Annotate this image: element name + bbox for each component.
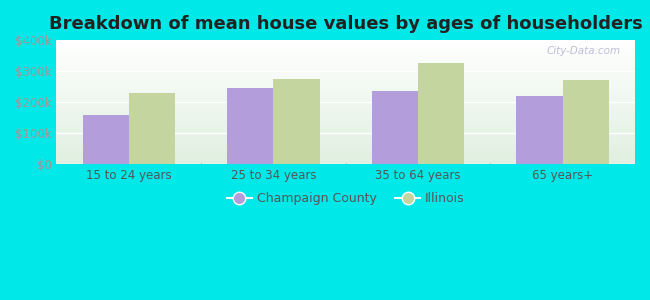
Bar [274, 79, 320, 164]
Bar [129, 93, 175, 164]
Bar [516, 96, 563, 164]
Bar [418, 63, 464, 164]
Bar [372, 91, 418, 164]
Legend: Champaign County, Illinois: Champaign County, Illinois [222, 187, 470, 210]
Title: Breakdown of mean house values by ages of householders: Breakdown of mean house values by ages o… [49, 15, 643, 33]
Text: City-Data.com: City-Data.com [547, 46, 621, 56]
Bar [563, 80, 609, 164]
Bar [227, 88, 274, 164]
Bar [83, 115, 129, 164]
